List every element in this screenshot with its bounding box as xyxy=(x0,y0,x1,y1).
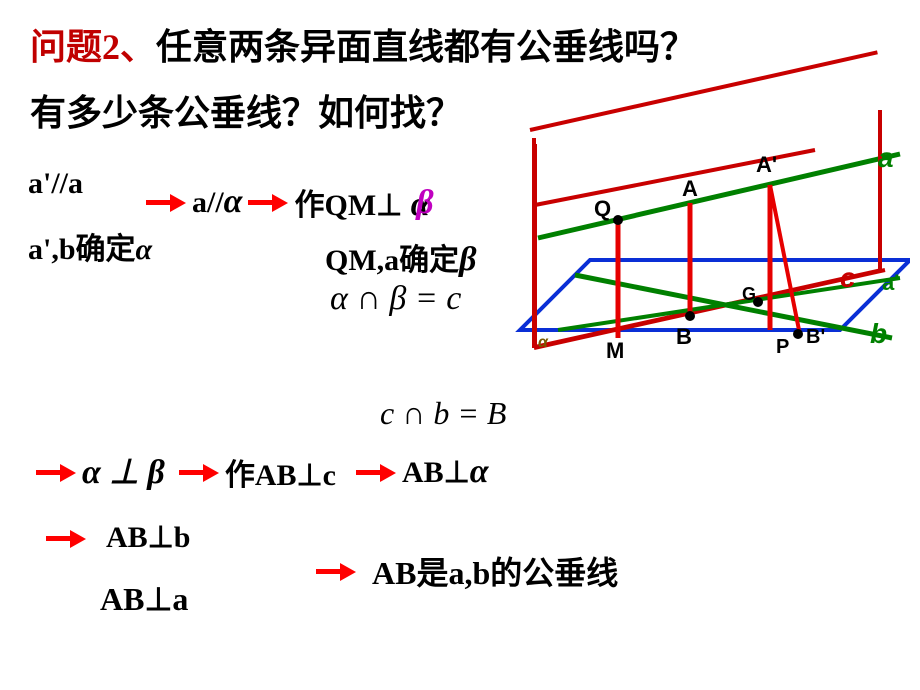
arrow-icon xyxy=(248,193,288,211)
label-a-prime: a' xyxy=(882,270,899,296)
premise-a-parallel: a'//a xyxy=(28,160,152,208)
bottom-row-2: AB⊥b xyxy=(40,520,191,555)
slide: 问题2、任意两条异面直线都有公垂线吗？ 有多少条公垂线？如何找？ a'//a a… xyxy=(0,0,920,690)
bottom-row-1: α ⊥ β 作AB⊥c AB⊥α xyxy=(30,450,489,494)
title-line-1: 问题2、任意两条异面直线都有公垂线吗？ xyxy=(30,18,890,70)
arrow-icon xyxy=(356,463,396,481)
a-parallel-alpha: a//α xyxy=(192,183,242,221)
point-b xyxy=(685,311,695,321)
conclusion-row: AB是a,b的公垂线 xyxy=(310,548,618,594)
arrow-icon xyxy=(36,463,76,481)
plane-beta-final xyxy=(534,120,900,348)
make-qm-perp: 作QM⊥ αβ xyxy=(294,180,429,224)
label-q: Q xyxy=(594,196,611,222)
arrow-icon xyxy=(146,193,186,211)
formula-alpha-beta-c: α ∩ β = c xyxy=(330,280,461,318)
left-premises: a'//a a',b确定α xyxy=(28,160,152,274)
arrow-icon xyxy=(179,463,219,481)
label-b-prime: B' xyxy=(806,326,825,349)
label-a: a xyxy=(878,142,894,174)
label-a-pt: A xyxy=(682,176,698,202)
premise-ab-plane: a',b确定α xyxy=(28,226,152,274)
geometry-diagram: a a' b c A' A Q M B G P B' α xyxy=(480,120,910,410)
arrow-icon xyxy=(316,562,356,580)
point-p xyxy=(793,329,803,339)
line-a xyxy=(538,154,900,238)
label-alpha: α xyxy=(538,334,548,352)
derivation-line-1: a//α 作QM⊥ αβ xyxy=(140,180,520,224)
label-a-prime-pt: A' xyxy=(756,152,777,178)
title-rest: 任意两条异面直线都有公垂线吗？ xyxy=(156,27,696,67)
ab-perp-alpha: AB⊥α xyxy=(402,453,489,491)
qm-a-determine-beta: QM,a确定β xyxy=(325,235,477,279)
beta-right-edge xyxy=(878,110,882,272)
arrow-icon xyxy=(46,529,86,547)
point-q xyxy=(613,215,623,225)
ab-perp-a: AB⊥a xyxy=(100,580,188,618)
ab-perp-b: AB⊥b xyxy=(106,520,191,555)
label-lineb: b xyxy=(870,318,887,350)
plane-beta xyxy=(535,144,898,347)
label-m: M xyxy=(606,338,624,364)
middle-derivation: a//α 作QM⊥ αβ xyxy=(140,180,520,230)
title-prefix: 问题2、 xyxy=(30,27,156,67)
alpha-perp-beta: α ⊥ β xyxy=(82,452,165,492)
label-c: c xyxy=(840,262,856,294)
label-g: G xyxy=(742,284,756,305)
label-b-pt: B xyxy=(676,324,692,350)
make-ab-perp-c: 作AB⊥c xyxy=(225,450,336,494)
label-p: P xyxy=(776,336,789,359)
conclusion-text: AB是a,b的公垂线 xyxy=(372,548,618,594)
